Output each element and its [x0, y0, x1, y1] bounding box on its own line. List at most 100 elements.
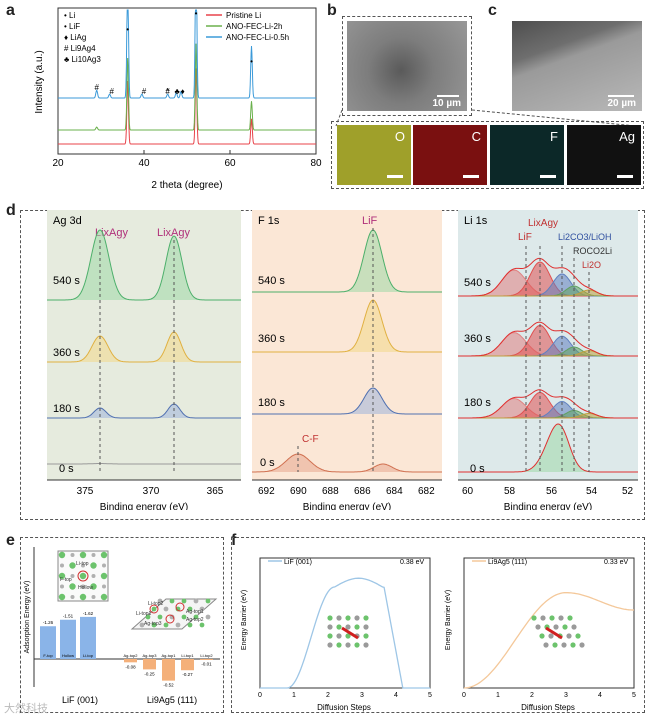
f-inset-atom [345, 624, 351, 630]
sem-frame-b [342, 16, 472, 116]
ag3d-xlabel: Binding energy (eV) [100, 502, 188, 510]
f-inset-atom [363, 624, 369, 630]
ag-0 [47, 463, 241, 465]
ag-360-fill [47, 332, 241, 362]
xrd-patterns [58, 9, 316, 145]
ag3d-time-180: 180 s [53, 403, 80, 415]
li9ag5-atom [175, 606, 181, 612]
li9ag5-atom [157, 598, 163, 604]
e-bar-value: -1.51 [63, 614, 74, 619]
lif-atom [58, 551, 66, 559]
f-x-tick-label: 3 [564, 692, 568, 699]
f-inset-atom [327, 624, 333, 630]
f-x-tick-label: 1 [292, 692, 296, 699]
f-inset-atom [566, 633, 572, 639]
f-inset-atom [363, 633, 369, 639]
sem-image-b: 10 µm [347, 21, 467, 111]
li1s-species-li2co3: Li2CO3/LiOH [558, 232, 612, 242]
scale-bar [387, 175, 403, 178]
f-inset-atom [336, 633, 342, 639]
lif-structure-inset [57, 550, 109, 602]
li9ag5-atom [193, 614, 199, 620]
xrd-peak-mark: • [195, 9, 198, 18]
lif-atom [91, 595, 96, 599]
f-inset-atom [539, 633, 545, 639]
eds-map-c: C [413, 125, 487, 185]
lif-atom [70, 595, 75, 599]
f-x-tick-label: 0 [258, 692, 262, 699]
lif-atom [100, 551, 108, 559]
lif-atom [79, 551, 87, 559]
li1s-tick-60: 60 [462, 486, 474, 497]
panel-f-frame [231, 537, 645, 713]
f1s-background [252, 210, 442, 480]
panel-e-adsorption-chart: Adsorption Energy (eV) -1.26 F-top -1.51 Ho… [24, 547, 220, 705]
f1s-title: F 1s [258, 215, 280, 227]
ag3d-tick-365: 365 [207, 486, 224, 497]
li9ag5-atom [139, 622, 145, 628]
xrd-peak-mark: ♣ [174, 87, 180, 96]
f1s-tick-688: 688 [322, 486, 339, 497]
li9ag5-atom [175, 622, 181, 628]
f-inset-atom [363, 642, 369, 648]
li9ag5-atom [157, 614, 163, 620]
f-inset-atom [570, 642, 576, 648]
li-comp-1-0-fill [458, 332, 638, 356]
e-bar-value: -0.08 [125, 664, 136, 669]
li-comp-2-1-fill [458, 392, 638, 418]
f1s-xlabel: Binding energy (eV) [303, 502, 391, 510]
xrd-x-ticks: 20 40 60 80 [52, 150, 322, 169]
f-inset-atom [327, 633, 333, 639]
li-comp-2-4-fill [458, 413, 638, 418]
e-bar [124, 659, 137, 663]
li1s-title: Li 1s [464, 215, 488, 227]
ag3d-tick-375: 375 [77, 486, 94, 497]
li-comp-1-1-fill [458, 325, 638, 356]
panel-a-xrd-chart: # # # #* ♣ ♦••• 20 40 60 80 2 theta (degree) Int… [34, 7, 322, 191]
ag3d-spectra [47, 229, 241, 465]
f1s-chart: F 1s LiF C-F 540 s 360 s 180 s 0 s 692 6… [252, 215, 442, 510]
f-x-tick-label: 1 [496, 692, 500, 699]
f-180 [252, 387, 442, 415]
xrd-peak-mark: • [126, 25, 129, 34]
f-xlabel-1: Diffusion Steps [317, 703, 371, 712]
f-plot-frame [463, 557, 635, 689]
lif-atom [102, 563, 106, 568]
f-inset-atom [548, 633, 554, 639]
f-0-fill [252, 454, 442, 472]
panel-label-e: e [6, 532, 15, 549]
e-bar [181, 659, 194, 671]
xrd-x-tick-label: 40 [138, 158, 150, 169]
f-ylabel-1: Energy Barrier (eV) [241, 590, 248, 650]
xrd-symbol-legend: • Li • LiF ♦ LiAg # Li9Ag4 ♣ Li10Ag3 [64, 11, 101, 64]
f-inset-atom [552, 642, 558, 648]
lif-atom [81, 563, 85, 568]
f-inset-atom [561, 642, 567, 648]
ag3d-tick-370: 370 [143, 486, 160, 497]
lif-atom [100, 593, 108, 601]
e-bar [80, 616, 96, 659]
e-bar [60, 619, 76, 659]
site-label-f-top: F-top [60, 577, 72, 583]
li1s-species-roco2li: ROCO2Li [573, 246, 612, 256]
lif-atom [100, 572, 108, 580]
f-x-tick-label: 5 [632, 692, 636, 699]
f1s-tick-686: 686 [354, 486, 371, 497]
eds-map-ag: Ag [567, 125, 641, 185]
xrd-legend-label: Pristine Li [226, 11, 261, 20]
f-barrier-curve [260, 577, 430, 689]
e-bar [162, 659, 175, 681]
f1s-time-540: 540 s [258, 275, 285, 287]
lif-atom [90, 562, 97, 569]
f-diffusion-arrow [341, 626, 359, 640]
lif-atom [58, 593, 66, 601]
f-inset-atom [336, 642, 342, 648]
lif-atom [102, 584, 106, 589]
ag3d-background [47, 210, 241, 480]
xrd-marker-legend-item: • LiF [64, 22, 80, 31]
f-inset-atom [562, 624, 568, 630]
f-inset-atom [345, 642, 351, 648]
eds-map-f: F [490, 125, 564, 185]
li1s-time-540: 540 s [464, 277, 491, 289]
li9ag5-atom [151, 606, 157, 612]
